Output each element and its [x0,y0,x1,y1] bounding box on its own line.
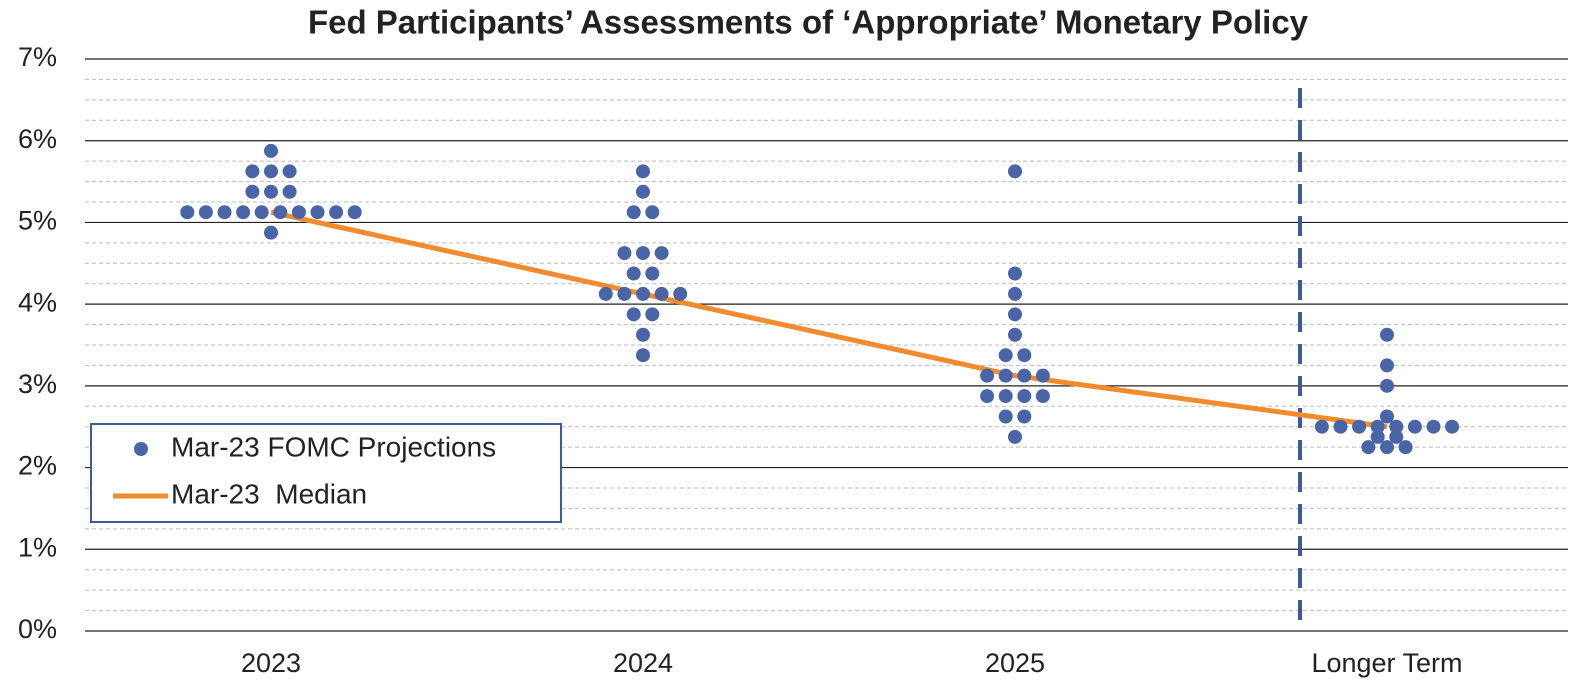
projection-dot [1017,389,1032,404]
projection-dot [1008,307,1022,322]
legend-label: Mar-23 FOMC Projections [171,431,496,462]
projection-dot [645,307,660,322]
projection-dot [1333,419,1348,434]
projection-dot [636,184,650,199]
y-tick-label: 2% [18,451,57,481]
projection-dot [273,205,288,220]
projection-dot [1380,440,1394,455]
x-tick-label: 2025 [985,648,1045,678]
projection-dot [1008,286,1022,301]
projection-dot [1017,348,1032,363]
projection-dot [998,389,1013,404]
projection-dot [998,348,1013,363]
projection-dot [645,266,660,281]
projection-dot [198,205,213,220]
y-tick-label: 0% [18,614,57,644]
projection-dot [636,327,650,342]
projection-dot [1008,429,1022,444]
projection-dot [1445,419,1460,434]
projection-dot [236,205,251,220]
legend-box [90,423,562,523]
legend-label: Mar-23 Median [171,478,367,509]
y-tick-label: 6% [18,124,57,154]
projection-dot [673,286,688,301]
projection-dot [347,205,362,220]
projection-dot [626,266,641,281]
projection-dot [626,205,641,220]
projection-dot [310,205,325,220]
projection-dot [1008,327,1022,342]
median-line [270,209,1388,430]
projection-dot [1426,419,1441,434]
projection-dot [1352,419,1367,434]
projection-dot [264,164,278,179]
grid: 0% 1% 2% 3% 4% 5% 6% 7% 2023 2024 2025 Longer Term [18,42,1568,678]
y-tick-label: 1% [18,532,57,562]
projection-dot [282,164,297,179]
x-tick-label: 2023 [241,648,301,678]
projection-dot [217,205,232,220]
y-tick-label: 5% [18,206,57,236]
projection-dot [1380,358,1394,373]
projection-dot [1380,327,1394,342]
projection-dot [1017,368,1032,383]
projection-dot [998,368,1013,383]
projection-dot [617,246,632,261]
projection-dot [626,307,641,322]
projection-dot [645,205,660,220]
y-tick-label: 3% [18,369,57,399]
projection-dot [636,246,650,261]
projection-dot [654,286,669,301]
projection-dot [636,164,650,179]
y-tick-label: 4% [18,287,57,317]
projection-dot [654,246,669,261]
projection-dot [1389,429,1404,444]
legend-dot [134,442,148,456]
projection-dot [1035,389,1050,404]
marks [180,143,1460,455]
chart-title: Fed Participants’ Assessments of ‘Approp… [308,4,1309,41]
projection-dot [1398,440,1413,455]
projection-dot [1017,409,1032,424]
projection-dot [980,368,995,383]
projection-dot [980,389,995,404]
x-tick-label: Longer Term [1311,648,1462,678]
projection-dot [1008,164,1022,179]
projection-dot [245,184,260,199]
projection-dot [1035,368,1050,383]
projection-dot [264,143,278,158]
projection-dot [598,286,613,301]
projection-dot [1380,409,1394,424]
projection-dot [1389,419,1404,434]
projection-dot [245,164,260,179]
projection-dot [636,286,650,301]
x-tick-label: 2024 [613,648,673,678]
projection-dot [1361,440,1376,455]
projection-dot [636,348,650,363]
projection-dot [1008,266,1022,281]
projection-dot [1407,419,1422,434]
projection-dot [998,409,1013,424]
projection-dot [617,286,632,301]
projection-dot [1370,429,1385,444]
projection-dot [264,225,278,240]
projection-dot [264,184,278,199]
projection-dot [329,205,344,220]
projection-dot [1314,419,1329,434]
y-tick-label: 7% [18,42,57,72]
projection-dot [282,184,297,199]
projection-dot [180,205,195,220]
legend: Mar-23 FOMC Projections Mar-23 Median [90,423,562,523]
projection-dot [254,205,269,220]
projection-dot [1380,378,1394,393]
projection-dot [1370,419,1385,434]
projection-dot [291,205,306,220]
